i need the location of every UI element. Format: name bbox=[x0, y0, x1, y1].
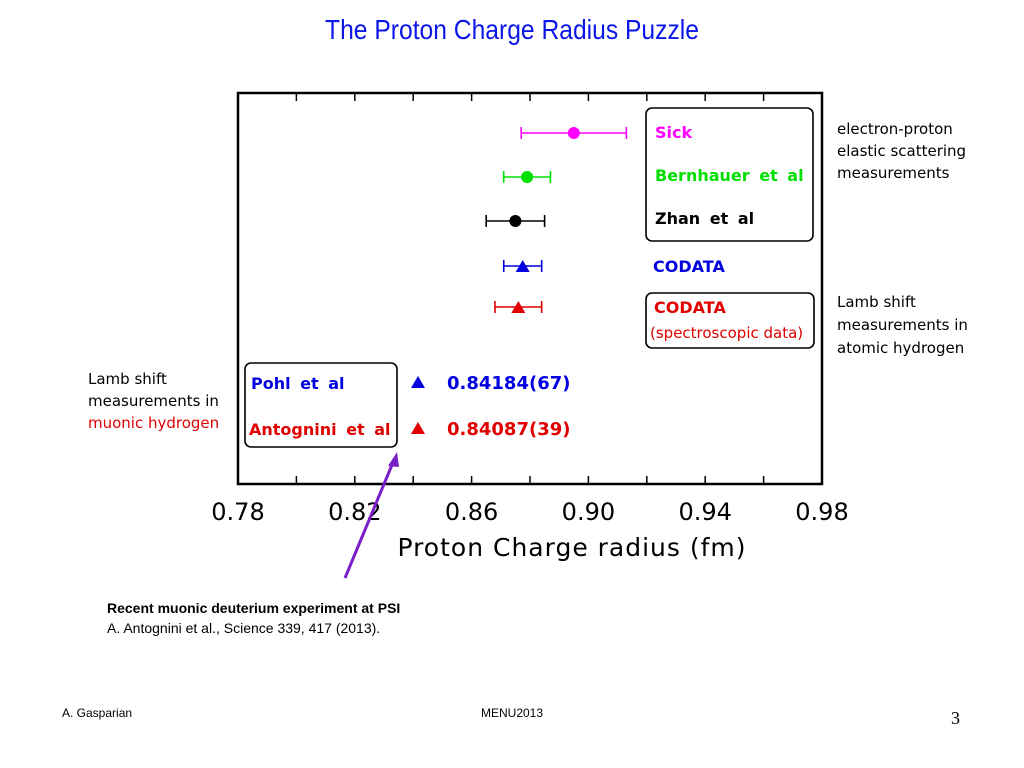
legend-box-muonic bbox=[244, 362, 398, 448]
x-tick-label: 0.94 bbox=[678, 498, 731, 526]
x-axis-label: Proton Charge radius (fm) bbox=[397, 533, 746, 562]
legend-entry-antognini: Antognini et al bbox=[249, 420, 391, 439]
data-point-triangle bbox=[515, 260, 530, 272]
data-value-label: 0.84087(39) bbox=[447, 419, 571, 440]
legend-entry-codata-spectro: CODATA bbox=[654, 298, 726, 317]
data-point-circle bbox=[567, 127, 580, 139]
data-point-circle bbox=[521, 171, 534, 183]
footer-event: MENU2013 bbox=[481, 706, 544, 720]
annotation-lamb-hydrogen: Lamb shift bbox=[837, 293, 916, 311]
reference-note: Recent muonic deuterium experiment at PS… bbox=[107, 598, 400, 638]
legend-entry: Sick bbox=[655, 123, 692, 142]
annotation-ep: elastic scattering bbox=[837, 142, 966, 160]
x-tick-label: 0.78 bbox=[211, 498, 264, 526]
data-value-label: 0.84184(67) bbox=[447, 373, 571, 394]
x-tick-label: 0.98 bbox=[795, 498, 848, 526]
annotation-muonic-hydrogen: muonic hydrogen bbox=[88, 414, 219, 432]
legend-entry-spectro-note: (spectroscopic data) bbox=[650, 324, 803, 342]
annotation-lamb-hydrogen: measurements in bbox=[837, 316, 968, 334]
legend-entry-codata: CODATA bbox=[653, 257, 725, 276]
legend-entry: Zhan et al bbox=[655, 209, 754, 228]
legend-box-scattering bbox=[645, 107, 814, 242]
page-number: 3 bbox=[951, 708, 960, 728]
data-point-triangle bbox=[411, 422, 425, 434]
legend-entry-pohl: Pohl et al bbox=[251, 374, 345, 393]
x-tick-label: 0.86 bbox=[445, 498, 498, 526]
legend-entry: Bernhauer et al bbox=[655, 166, 804, 185]
legend-box-codata-spectro bbox=[645, 292, 815, 349]
data-point-circle bbox=[509, 215, 522, 227]
annotation-lamb-muonic: Lamb shift bbox=[88, 370, 167, 388]
annotation-ep: electron-proton bbox=[837, 120, 953, 138]
footer-author: A. Gasparian bbox=[62, 706, 133, 720]
annotation-ep: measurements bbox=[837, 164, 950, 182]
pointer-arrow-shaft bbox=[343, 459, 396, 579]
data-point-triangle bbox=[511, 301, 526, 313]
x-tick-label: 0.90 bbox=[562, 498, 615, 526]
data-point-triangle bbox=[411, 376, 425, 388]
annotation-lamb-hydrogen: atomic hydrogen bbox=[837, 339, 964, 357]
pointer-arrow-head bbox=[388, 452, 399, 467]
annotation-lamb-muonic: measurements in bbox=[88, 392, 219, 410]
note-citation: A. Antognini et al., Science 339, 417 (2… bbox=[107, 620, 381, 636]
slide-title: The Proton Charge Radius Puzzle bbox=[325, 14, 699, 45]
note-headline: Recent muonic deuterium experiment at PS… bbox=[107, 600, 401, 616]
